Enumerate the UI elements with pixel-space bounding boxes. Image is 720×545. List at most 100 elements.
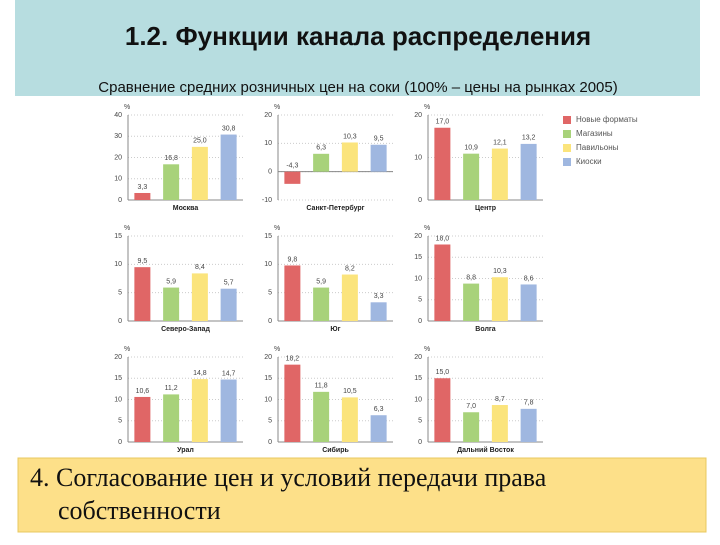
y-axis-label: % (124, 346, 130, 353)
y-tick-label: 20 (114, 154, 122, 161)
bar (341, 397, 358, 442)
bar (463, 412, 480, 442)
bar (463, 153, 480, 200)
value-label: 8,6 (524, 275, 534, 282)
value-label: 10,6 (136, 388, 150, 395)
y-tick-label: 10 (414, 396, 422, 403)
value-label: 10,9 (464, 145, 478, 152)
y-tick-label: 5 (118, 418, 122, 425)
value-label: 8,4 (195, 264, 205, 271)
y-tick-label: 10 (414, 275, 422, 282)
legend-label: Павильоны (576, 143, 619, 152)
footer-text: собственности (58, 496, 221, 525)
value-label: 3,3 (138, 184, 148, 191)
value-label: 7,8 (524, 400, 534, 407)
y-tick-label: 10 (264, 261, 272, 268)
y-tick-label: -10 (262, 197, 272, 204)
bar (134, 192, 151, 200)
y-tick-label: 15 (264, 233, 272, 240)
value-label: 9,5 (138, 258, 148, 265)
value-label: 5,9 (166, 278, 176, 285)
y-tick-label: 15 (414, 254, 422, 261)
y-tick-label: 0 (118, 439, 122, 446)
bar (134, 267, 151, 321)
bar (520, 284, 537, 321)
y-tick-label: 0 (418, 318, 422, 325)
footer-box (17, 457, 707, 533)
y-tick-label: 0 (268, 318, 272, 325)
y-tick-label: 20 (114, 354, 122, 361)
bar (341, 274, 358, 321)
y-tick-label: 5 (118, 290, 122, 297)
bar (220, 288, 237, 321)
bar (313, 287, 330, 321)
y-tick-label: 5 (268, 290, 272, 297)
bar (491, 148, 508, 200)
value-label: 11,8 (315, 383, 328, 390)
y-axis-label: % (274, 346, 280, 353)
y-axis-label: % (424, 225, 430, 232)
y-axis-label: % (124, 104, 130, 111)
value-label: 10,3 (343, 133, 357, 140)
y-tick-label: 15 (114, 375, 122, 382)
y-tick-label: 15 (114, 233, 122, 240)
value-label: 18,2 (286, 355, 300, 362)
value-label: 5,9 (316, 278, 326, 285)
footer-text: 4. Согласование цен и условий передачи п… (30, 463, 547, 492)
bar (463, 283, 480, 321)
y-tick-label: 5 (418, 418, 422, 425)
y-tick-label: 20 (264, 112, 272, 119)
value-label: 25,0 (193, 138, 207, 145)
bar (134, 396, 151, 442)
bar (220, 134, 237, 200)
y-axis-label: % (124, 225, 130, 232)
value-label: 8,8 (466, 274, 476, 281)
chart-title: Юг (330, 326, 340, 333)
y-tick-label: 0 (268, 439, 272, 446)
y-tick-label: 0 (268, 169, 272, 176)
chart-title: Сибирь (322, 446, 349, 454)
value-label: 8,7 (495, 396, 505, 403)
chart-title: Центр (475, 205, 496, 212)
y-tick-label: 0 (418, 439, 422, 446)
value-label: 13,2 (522, 135, 536, 142)
y-tick-label: 10 (264, 140, 272, 147)
value-label: 9,8 (288, 256, 298, 263)
bar (341, 142, 358, 172)
value-label: 30,8 (222, 125, 236, 132)
y-tick-label: 0 (118, 197, 122, 204)
bar (163, 287, 180, 321)
bar (220, 379, 237, 442)
value-label: 16,8 (164, 155, 178, 162)
y-tick-label: 0 (118, 318, 122, 325)
y-axis-label: % (274, 225, 280, 232)
legend-swatch (563, 144, 571, 152)
bar (491, 277, 508, 321)
bar (191, 379, 208, 442)
y-tick-label: 5 (268, 418, 272, 425)
legend-label: Новые форматы (576, 115, 638, 124)
value-label: 7,0 (466, 403, 476, 410)
bar (370, 415, 387, 442)
y-tick-label: 15 (264, 375, 272, 382)
value-label: 12,1 (493, 139, 507, 146)
y-tick-label: 30 (114, 133, 122, 140)
bar (434, 378, 451, 442)
value-label: 11,2 (165, 385, 178, 392)
value-label: 6,3 (316, 145, 326, 152)
bar (520, 143, 537, 200)
chart-title: Волга (475, 326, 496, 333)
value-label: 10,5 (343, 388, 357, 395)
chart-title: Санкт-Петербург (306, 204, 364, 212)
chart-title: Северо-Запад (161, 326, 210, 333)
chart-title: Дальний Восток (457, 446, 514, 454)
y-axis-label: % (424, 346, 430, 353)
y-tick-label: 10 (414, 154, 422, 161)
y-tick-label: 15 (414, 375, 422, 382)
value-label: 8,2 (345, 265, 355, 272)
bar (313, 153, 330, 172)
y-axis-label: % (424, 104, 430, 111)
chart-title: Урал (177, 447, 194, 454)
bar (163, 394, 180, 442)
